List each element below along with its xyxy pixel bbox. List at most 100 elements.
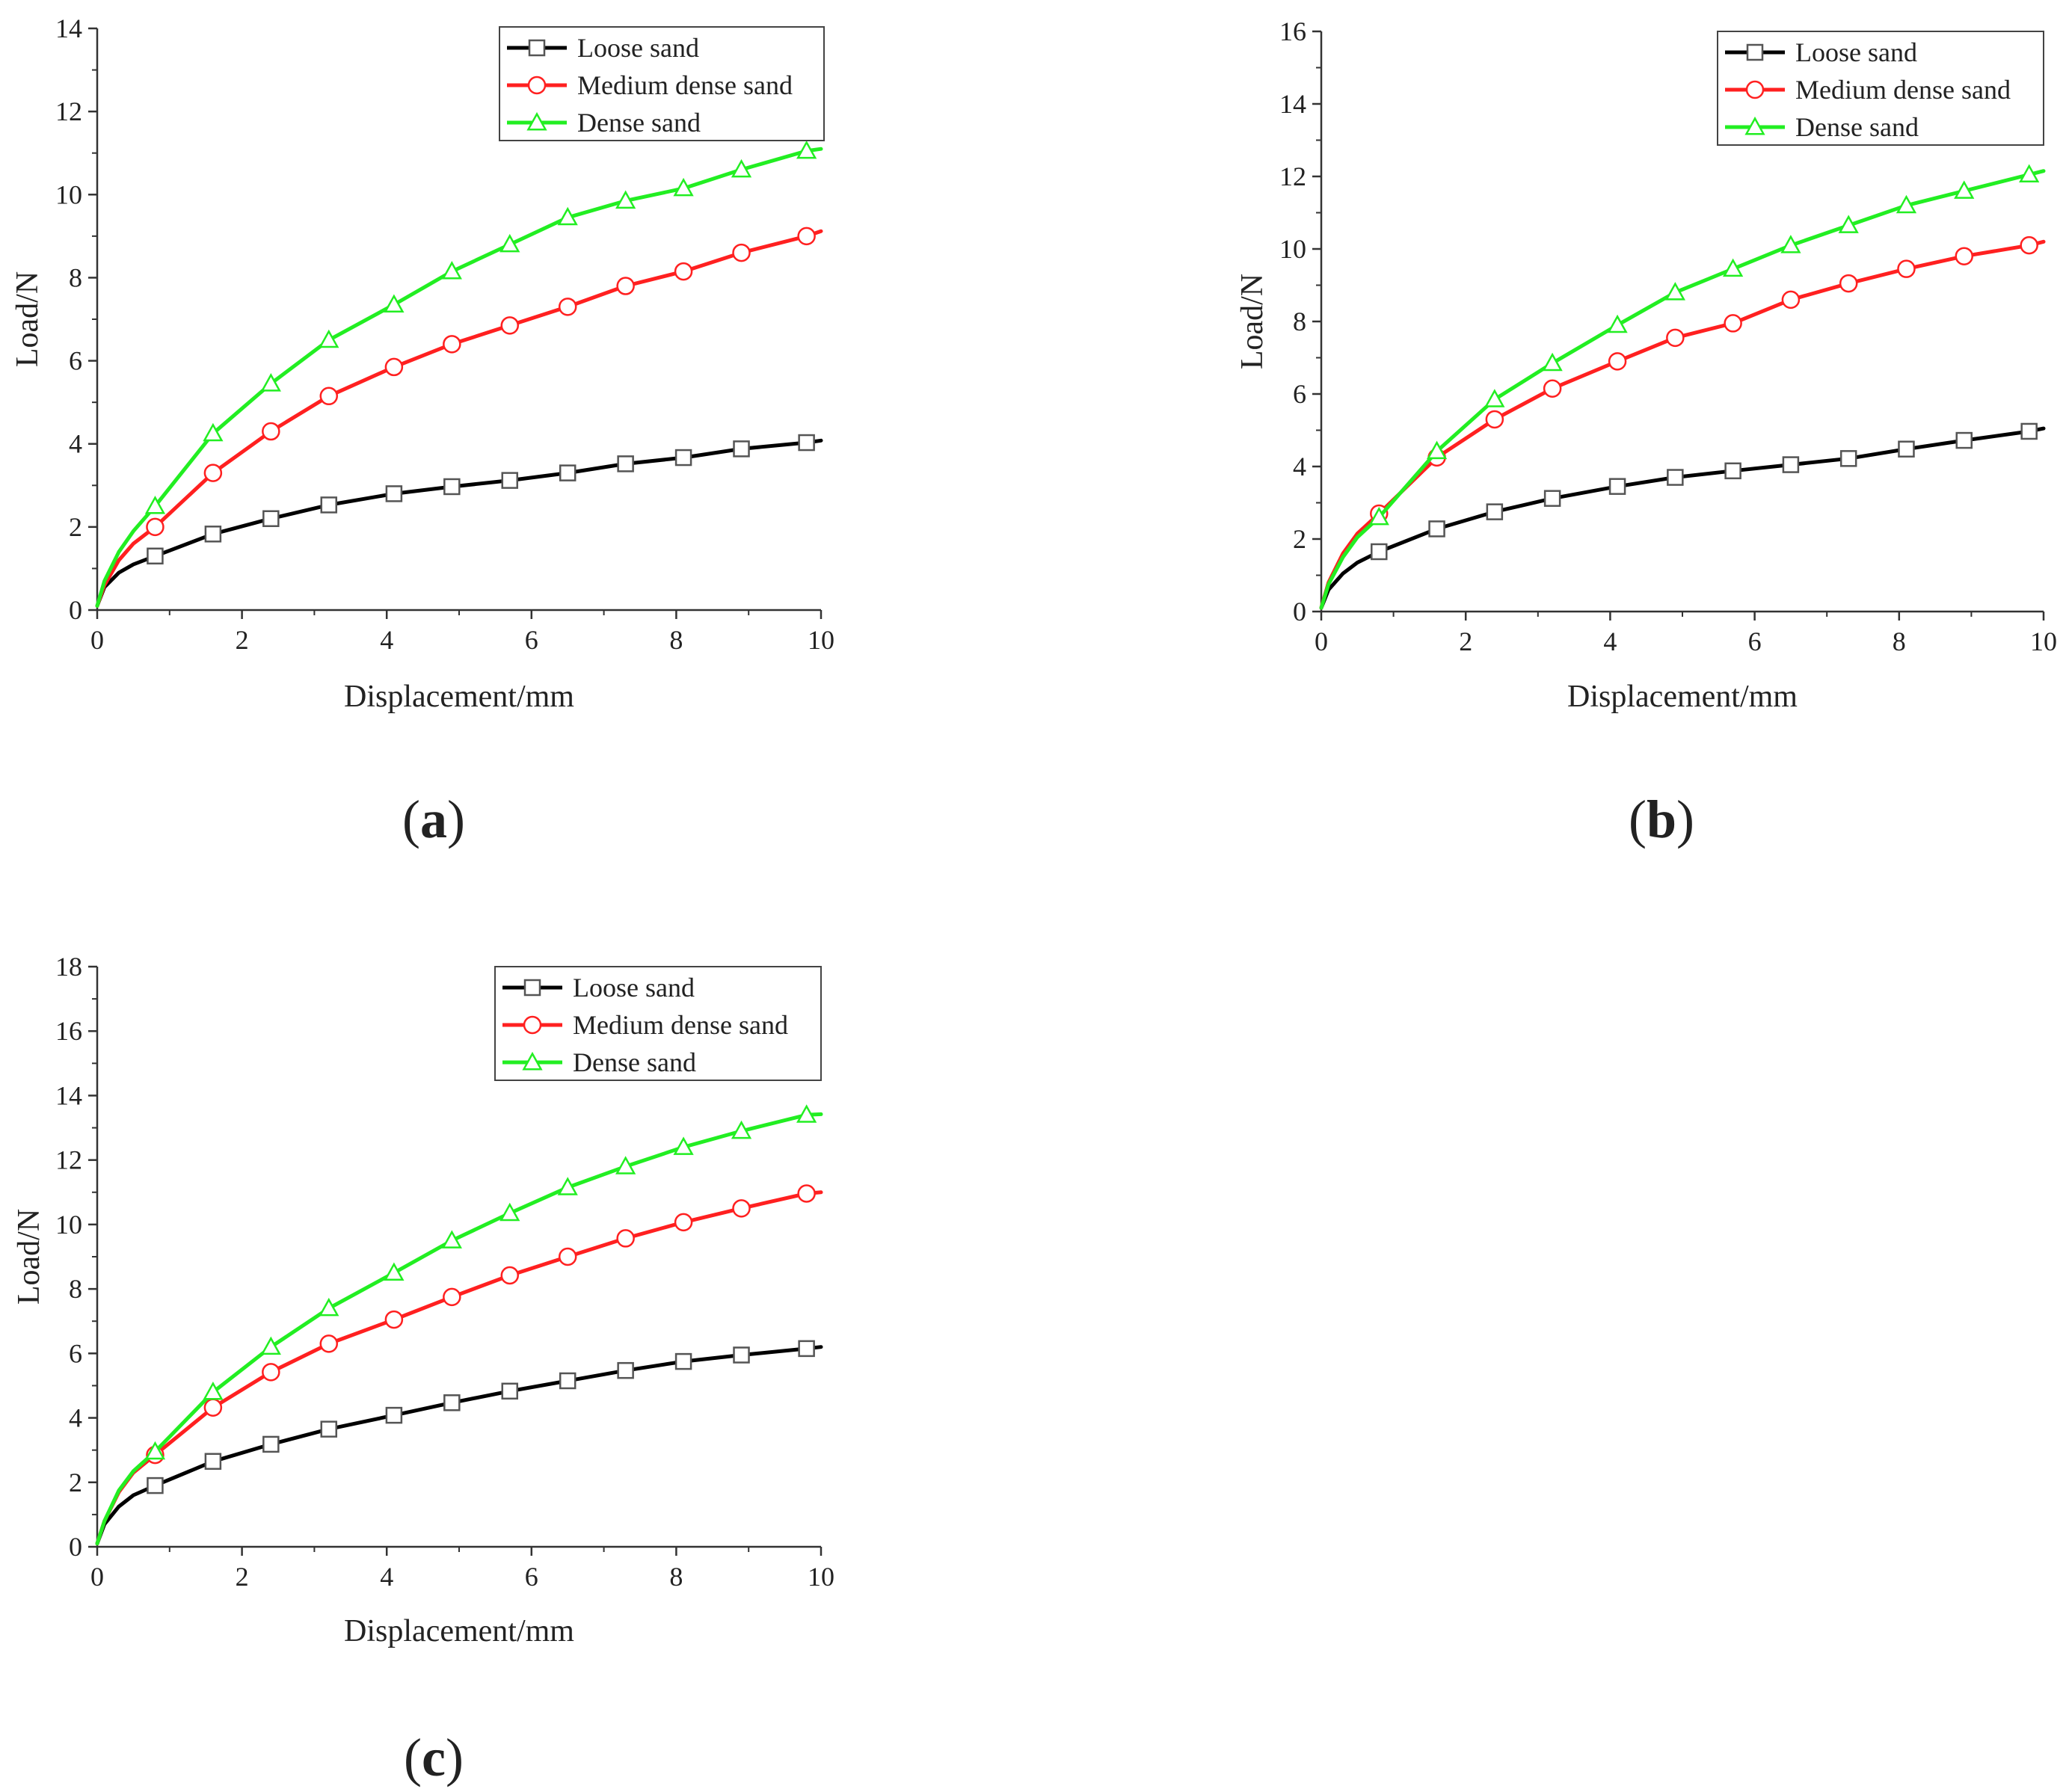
series-line-loose xyxy=(95,1345,823,1546)
x-tick-label: 8 xyxy=(669,1562,683,1592)
panel-label-open: ( xyxy=(1629,789,1647,849)
y-tick-label: 4 xyxy=(69,429,82,459)
data-point-loose xyxy=(733,440,750,458)
data-point-dense xyxy=(1484,389,1505,407)
y-tick-label: 6 xyxy=(69,1338,82,1368)
data-point-loose xyxy=(1955,431,1973,449)
legend-label-dense: Dense sand xyxy=(573,1047,696,1077)
legend-marker-medium xyxy=(1745,80,1765,99)
data-point-dense xyxy=(557,206,578,226)
legend-marker-dense xyxy=(526,111,547,131)
y-tick-label: 6 xyxy=(69,346,82,376)
legend-marker-medium xyxy=(523,1015,542,1035)
data-point-medium xyxy=(500,316,520,335)
series-line-dense xyxy=(1319,169,2046,610)
data-point-dense xyxy=(615,1156,636,1174)
data-point-dense xyxy=(1954,180,1975,199)
data-point-loose xyxy=(262,510,280,527)
data-point-dense xyxy=(796,1104,817,1123)
data-point-loose xyxy=(501,472,519,489)
legend-marker-dense xyxy=(522,1051,543,1071)
x-tick-label: 2 xyxy=(1459,626,1472,656)
x-tick-label: 10 xyxy=(808,1562,834,1592)
legend-label-loose: Loose sand xyxy=(573,973,695,1003)
data-point-loose xyxy=(262,1435,280,1453)
data-point-loose xyxy=(1371,543,1388,561)
data-point-dense xyxy=(731,1120,752,1139)
x-tick-label: 2 xyxy=(236,1562,249,1592)
y-tick-label: 16 xyxy=(55,1016,82,1046)
data-point-loose xyxy=(1486,503,1504,520)
data-point-dense xyxy=(499,233,520,253)
y-tick-label: 18 xyxy=(55,952,82,982)
series-line-loose xyxy=(95,438,823,608)
y-tick-label: 0 xyxy=(1293,597,1306,626)
data-point-medium xyxy=(1724,314,1742,333)
data-point-medium xyxy=(674,262,693,281)
data-point-dense xyxy=(1368,506,1389,526)
data-point-loose xyxy=(443,478,461,496)
panel-label-close: ) xyxy=(1676,789,1694,849)
y-tick-label: 14 xyxy=(55,13,82,43)
data-point-loose xyxy=(559,1372,577,1390)
data-point-dense xyxy=(1722,258,1744,277)
data-point-dense xyxy=(319,1297,339,1317)
panel-label: (b) xyxy=(1629,789,1694,849)
y-tick-label: 2 xyxy=(1293,524,1306,554)
legend-marker-medium xyxy=(527,76,547,95)
data-point-medium xyxy=(262,1363,280,1382)
y-tick-label: 10 xyxy=(1279,234,1306,264)
data-point-loose xyxy=(1724,462,1741,480)
data-point-dense xyxy=(441,1230,462,1248)
legend-label-medium: Medium dense sand xyxy=(577,70,793,100)
y-tick-label: 16 xyxy=(1279,16,1306,46)
data-point-dense xyxy=(1780,235,1801,253)
data-point-medium xyxy=(616,1229,635,1248)
data-point-loose xyxy=(1667,469,1684,486)
data-point-medium xyxy=(262,422,280,441)
panel-label-letter: c xyxy=(422,1728,446,1788)
legend-label-medium: Medium dense sand xyxy=(1795,75,2011,105)
data-point-dense xyxy=(1896,194,1917,214)
panel-label-open: ( xyxy=(402,789,420,849)
data-point-medium xyxy=(443,1287,461,1307)
data-point-medium xyxy=(319,1334,339,1353)
data-point-loose xyxy=(385,485,403,502)
y-tick-label: 2 xyxy=(69,1468,82,1497)
panel-c: 0 2 4 6 8 10 0 2 4 6 8 10 12 14 16 18 Displacement/mm Loa… xyxy=(12,952,834,1788)
data-point-medium xyxy=(1839,274,1858,293)
data-point-loose xyxy=(501,1382,519,1400)
data-point-loose xyxy=(559,464,577,481)
data-point-medium xyxy=(1608,352,1627,371)
data-point-dense xyxy=(731,158,752,178)
y-tick-label: 4 xyxy=(1293,452,1306,481)
x-tick-label: 6 xyxy=(525,625,538,655)
y-tick-label: 14 xyxy=(1279,89,1306,119)
y-tick-label: 2 xyxy=(69,512,82,542)
data-point-loose xyxy=(1543,490,1561,507)
data-point-dense xyxy=(144,495,166,514)
legend: Loose sand Medium dense sand Dense sand xyxy=(1717,31,2044,146)
x-tick-label: 10 xyxy=(2030,626,2057,656)
data-point-dense xyxy=(319,329,339,348)
x-axis-title: Displacement/mm xyxy=(344,1614,574,1648)
data-point-medium xyxy=(319,387,339,406)
data-point-loose xyxy=(733,1346,750,1364)
data-point-medium xyxy=(616,277,635,295)
panel-label: (a) xyxy=(402,789,465,849)
legend-label-loose: Loose sand xyxy=(1795,37,1917,67)
legend: Loose sand Medium dense sand Dense sand xyxy=(494,966,822,1081)
y-tick-label: 10 xyxy=(55,179,82,209)
data-point-loose xyxy=(1608,478,1626,495)
data-point-dense xyxy=(260,373,281,392)
data-point-dense xyxy=(557,1177,578,1195)
x-tick-label: 4 xyxy=(1603,626,1617,656)
panel-label-letter: a xyxy=(420,789,447,849)
data-point-loose xyxy=(443,1394,461,1411)
panel-label: (c) xyxy=(404,1728,464,1788)
data-point-dense xyxy=(441,261,462,280)
data-point-medium xyxy=(384,357,404,377)
data-point-dense xyxy=(1838,215,1859,233)
x-tick-label: 8 xyxy=(1893,626,1906,656)
data-point-medium xyxy=(558,298,577,316)
